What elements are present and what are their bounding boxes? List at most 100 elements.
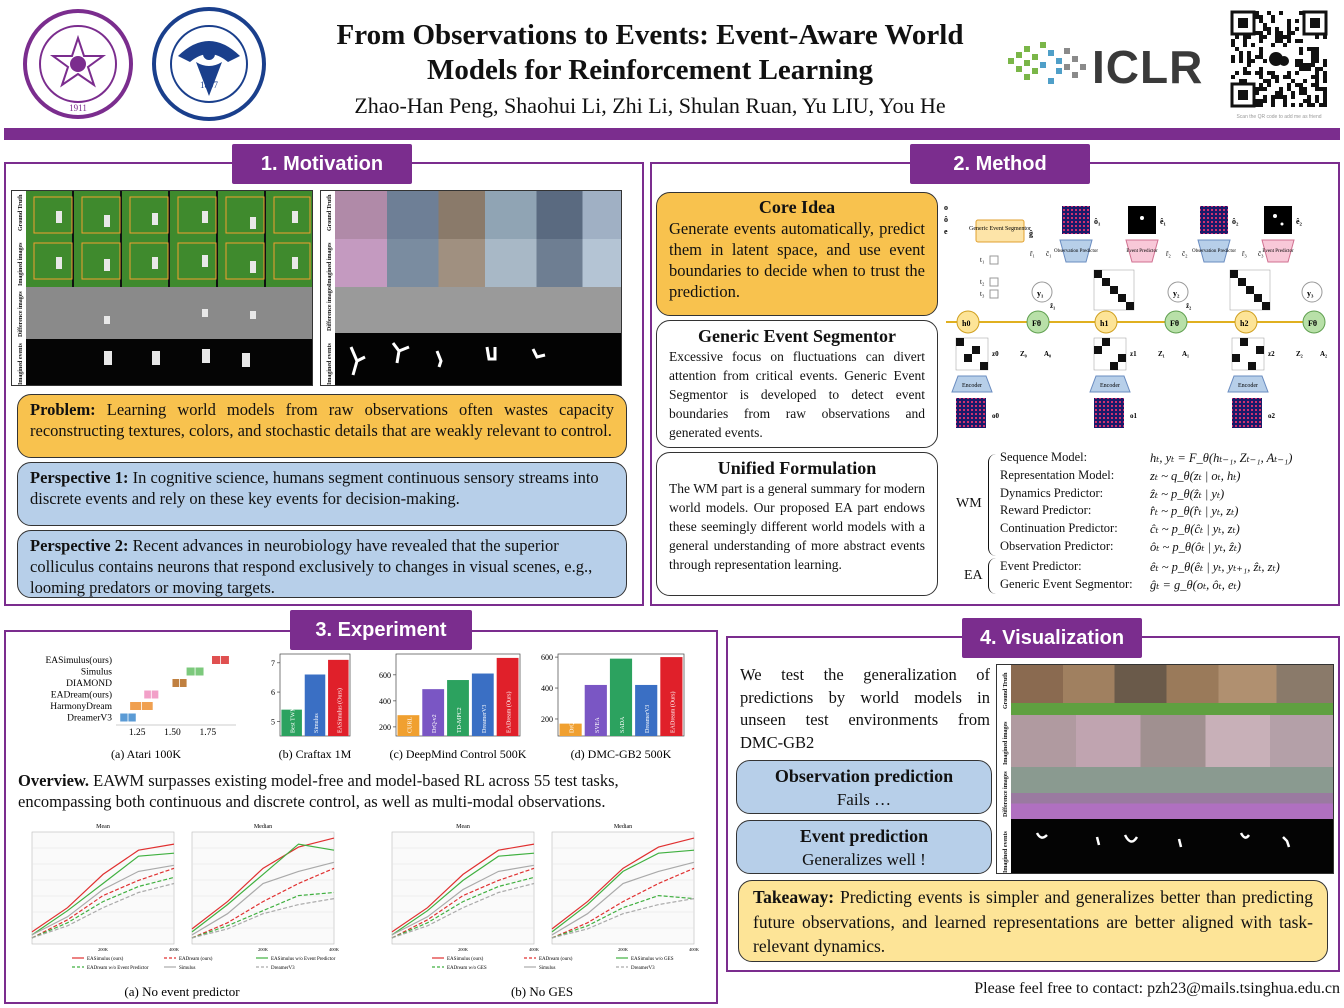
eq-sequence: hₜ, yₜ = F_θ(hₜ₋₁, Zₜ₋₁, Aₜ₋₁) [1150, 451, 1293, 465]
svg-text:t₁: t₁ [980, 256, 984, 264]
problem-label: Problem: [30, 400, 96, 419]
event-prediction-text: Generalizes well ! [802, 850, 926, 869]
atari-row-label-imagined: Imagined images [18, 242, 24, 286]
no-event-predictor-median-line-easimulus-w-o-event-predictor [191, 843, 335, 933]
no-ges-legend-easimulus-ours: EASimulus (ours) [447, 957, 484, 962]
no-ges-mean-line-eadream-w-o-ges [391, 876, 535, 939]
no-ges-xtick: 400K [689, 947, 700, 952]
no-ges-mean-line-easimulus-ours [391, 843, 535, 933]
no-event-predictor-mean-line-eadream-ours [31, 867, 175, 939]
ea-brace [988, 558, 998, 594]
no-event-predictor-legend-eadream-ours: EADream (ours) [179, 957, 213, 962]
atari-category-dreamerv3: DreamerV3 [67, 714, 112, 724]
no-event-predictor-xtick: 200K [98, 947, 109, 952]
no-ges-xtick: 400K [529, 947, 540, 952]
svg-text:ẑ₂: ẑ₂ [1186, 302, 1191, 310]
event-prediction-box: Event prediction Generalizes well ! [736, 820, 992, 874]
dmc-ytick: 600 [379, 671, 391, 680]
vis-row-label-imagined: Imagined images [1003, 721, 1009, 765]
atari-category-simulus: Simulus [81, 668, 112, 678]
qr-code[interactable] [1230, 10, 1328, 108]
no-ges-median-line-dreamerv3 [551, 898, 695, 939]
ges-text: Excessive focus on fluctuations can dive… [669, 349, 925, 440]
craftax-bar-label-best-twm: Best TWM [291, 706, 297, 733]
svg-text:y₁: y₁ [1037, 289, 1044, 298]
dmc-bar-label-eadream-ours: EADream (Ours) [506, 692, 513, 733]
no-ges-legend-simulus: Simulus [539, 966, 555, 971]
no-ges-mean-line-easimulus-w-o-ges [391, 852, 535, 936]
o0-label: o0 [992, 412, 1000, 420]
chart-caption-craftax: (b) Craftax 1M [279, 747, 352, 761]
unified-formulation-text: The WM part is a general summary for mod… [669, 481, 925, 572]
eq-dynamics: ẑₜ ~ p_θ(ẑₜ | yₜ) [1150, 486, 1225, 501]
dmcgb2-bar-dreamerv3 [635, 684, 658, 736]
craftax-bar-best-twm [281, 709, 302, 736]
poster-title-line2: Models for Reinforcement Learning [427, 54, 873, 86]
event-predictor-label-2: Event Predictor [1262, 249, 1294, 254]
no-ges-legend-dreamerv3: DreamerV3 [631, 966, 655, 971]
vis-row-label-events: Imagined events [1003, 831, 1009, 873]
no-ges-median-line-easimulus-w-o-ges [551, 849, 695, 933]
atari-category-eadream-ours: EADream(ours) [51, 690, 112, 701]
dmc-bar-label-curl: CURL [407, 717, 413, 733]
no-ges-median-line-eadream-ours [551, 867, 695, 939]
chart-caption-dmc: (c) DeepMind Control 500K [390, 747, 527, 761]
dmcgb2-bar-label-sada: SADA [620, 716, 626, 733]
no-event-predictor-legend-dreamerv3: DreamerV3 [271, 966, 295, 971]
no-event-predictor-median-line-eadream-w-o-event-predictor [191, 891, 335, 939]
craftax-bar-label-easimulus-ours: EASimulus (Ours) [336, 688, 343, 733]
no-event-predictor-mean-line-easimulus-ours [31, 843, 175, 933]
atari-xtick: 1.50 [164, 728, 181, 738]
no-ges-legend-easimulus-w-o-ges: EASimulus w/o GES [631, 957, 674, 962]
eq-observation: ôₜ ~ p_θ(ôₜ | yₜ, ẑₜ) [1150, 539, 1242, 554]
obs-predictor-label-1: Observation Predictor [1054, 249, 1098, 254]
craftax-bar-easimulus-ours [328, 659, 349, 736]
atari-category-harmonydream: HarmonyDream [50, 702, 112, 712]
svg-text:r̂₁: r̂₁ [1030, 250, 1035, 258]
encoder-label-3: Encoder [1238, 383, 1258, 389]
dmc-row-label-gt: Ground Truth [327, 194, 333, 231]
svg-text:t₂: t₂ [980, 278, 985, 286]
dmc-row-label-diff: Difference images [327, 285, 333, 331]
craftax-ytick: 6 [271, 688, 275, 697]
visualization-intro: We test the generalization of prediction… [740, 665, 990, 752]
dmcgb2-ytick: 400 [541, 684, 553, 693]
svg-text:e: e [944, 227, 948, 236]
no-ges-mean-line-dreamerv3 [391, 882, 535, 939]
craftax-ytick: 7 [271, 659, 275, 668]
perspective2-text: Recent advances in neurobiology have rev… [30, 536, 593, 597]
eq-name-observation: Observation Predictor: [1000, 538, 1114, 553]
no-event-predictor-legend-easimulus-w-o-event-predictor: EASimulus w/o Event Predictor [271, 957, 336, 962]
overview-text: EAWM surpasses existing model-free and m… [18, 771, 619, 811]
contact-text[interactable]: Please feel free to contact: pzh23@mails… [974, 980, 1340, 997]
perspective2-label: Perspective 2: [30, 536, 129, 555]
no-event-predictor-xtick: 400K [169, 947, 180, 952]
svg-text:t₃: t₃ [980, 290, 985, 298]
atari-row-label-diff: Difference images [18, 291, 24, 337]
svg-text:1911: 1911 [69, 103, 87, 113]
no-ges-panel-title-median: Median [614, 824, 632, 830]
svg-text:ĝ: ĝ [1029, 229, 1033, 238]
no-ges-xtick: 200K [618, 947, 629, 952]
no-ges-median-line-simulus [551, 861, 695, 936]
event-predictor-label-1: Event Predictor [1126, 249, 1158, 254]
dmc-bar-label-td-mpc2: TD-MPC2 [457, 707, 463, 733]
svg-text:Z₀: Z₀ [1020, 350, 1027, 358]
no-event-predictor-mean-line-simulus [31, 864, 175, 936]
conference-name: ICLR [1092, 41, 1204, 93]
motivation-dmc-image: Ground Truth Imagined images Difference … [320, 190, 622, 386]
no-ges-mean-line-simulus [391, 864, 535, 936]
svg-text:ĉ₁: ĉ₁ [1046, 250, 1052, 258]
vis-row-label-gt: Ground Truth [1003, 672, 1009, 709]
eq-name-representation: Representation Model: [1000, 467, 1115, 482]
svg-text:r̂₂: r̂₂ [1166, 250, 1172, 258]
dmcgb2-bar-label-svea: SVEA [595, 717, 601, 733]
craftax-bar-simulus [304, 674, 326, 736]
zhejiang-logo: 1897 [148, 6, 270, 122]
svg-text:ê₁: ê₁ [1160, 217, 1167, 226]
dmcgb2-bar-label-eadream-ours: EADream (Ours) [669, 692, 676, 733]
svg-text:ĉ₂: ĉ₂ [1182, 250, 1188, 258]
no-event-predictor-legend-eadream-w-o-event-predictor: EADream w/o Event Predictor [87, 966, 149, 971]
no-event-predictor-xtick: 400K [329, 947, 340, 952]
no-event-predictor-mean-line-eadream-w-o-event-predictor [31, 876, 175, 939]
